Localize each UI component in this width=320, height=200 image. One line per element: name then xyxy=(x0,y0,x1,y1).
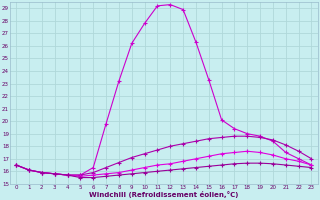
X-axis label: Windchill (Refroidissement éolien,°C): Windchill (Refroidissement éolien,°C) xyxy=(89,191,238,198)
